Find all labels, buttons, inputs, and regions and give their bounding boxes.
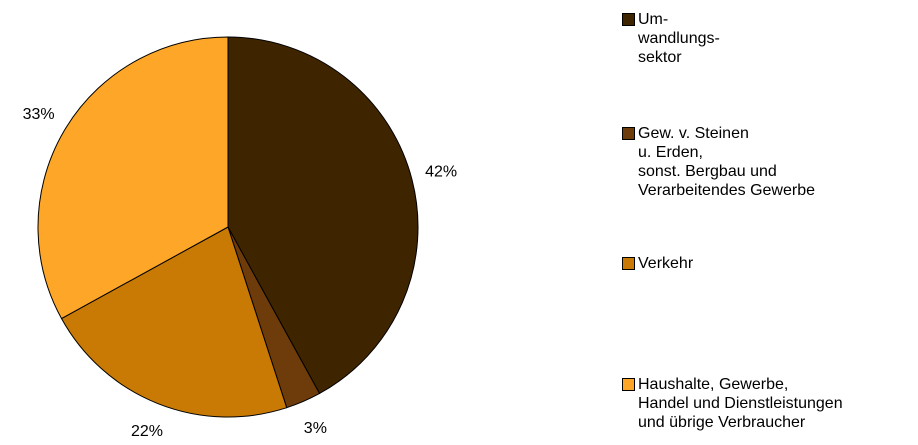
legend-label: Haushalte, Gewerbe, Handel und Dienstlei… xyxy=(638,376,843,431)
legend-item: Haushalte, Gewerbe, Handel und Dienstlei… xyxy=(622,375,843,432)
legend-item: Um- wandlungs- sektor xyxy=(622,10,720,67)
data-label: 22% xyxy=(131,423,163,440)
data-label: 3% xyxy=(304,420,327,437)
legend-label: Verkehr xyxy=(638,255,694,272)
pie-slice xyxy=(227,36,419,395)
legend-item: Gew. v. Steinen u. Erden, sonst. Bergbau… xyxy=(622,124,815,200)
data-label: 33% xyxy=(23,106,55,123)
legend-swatch xyxy=(622,13,635,26)
legend-swatch xyxy=(622,127,635,140)
legend-label: Um- wandlungs- sektor xyxy=(638,11,720,66)
pie-slice xyxy=(37,36,229,320)
pie-slice xyxy=(60,226,288,418)
legend-item: Verkehr xyxy=(622,254,693,273)
legend-label: Gew. v. Steinen u. Erden, sonst. Bergbau… xyxy=(638,125,815,199)
data-label: 42% xyxy=(425,164,457,181)
legend-swatch xyxy=(622,257,635,270)
legend-swatch xyxy=(622,378,635,391)
